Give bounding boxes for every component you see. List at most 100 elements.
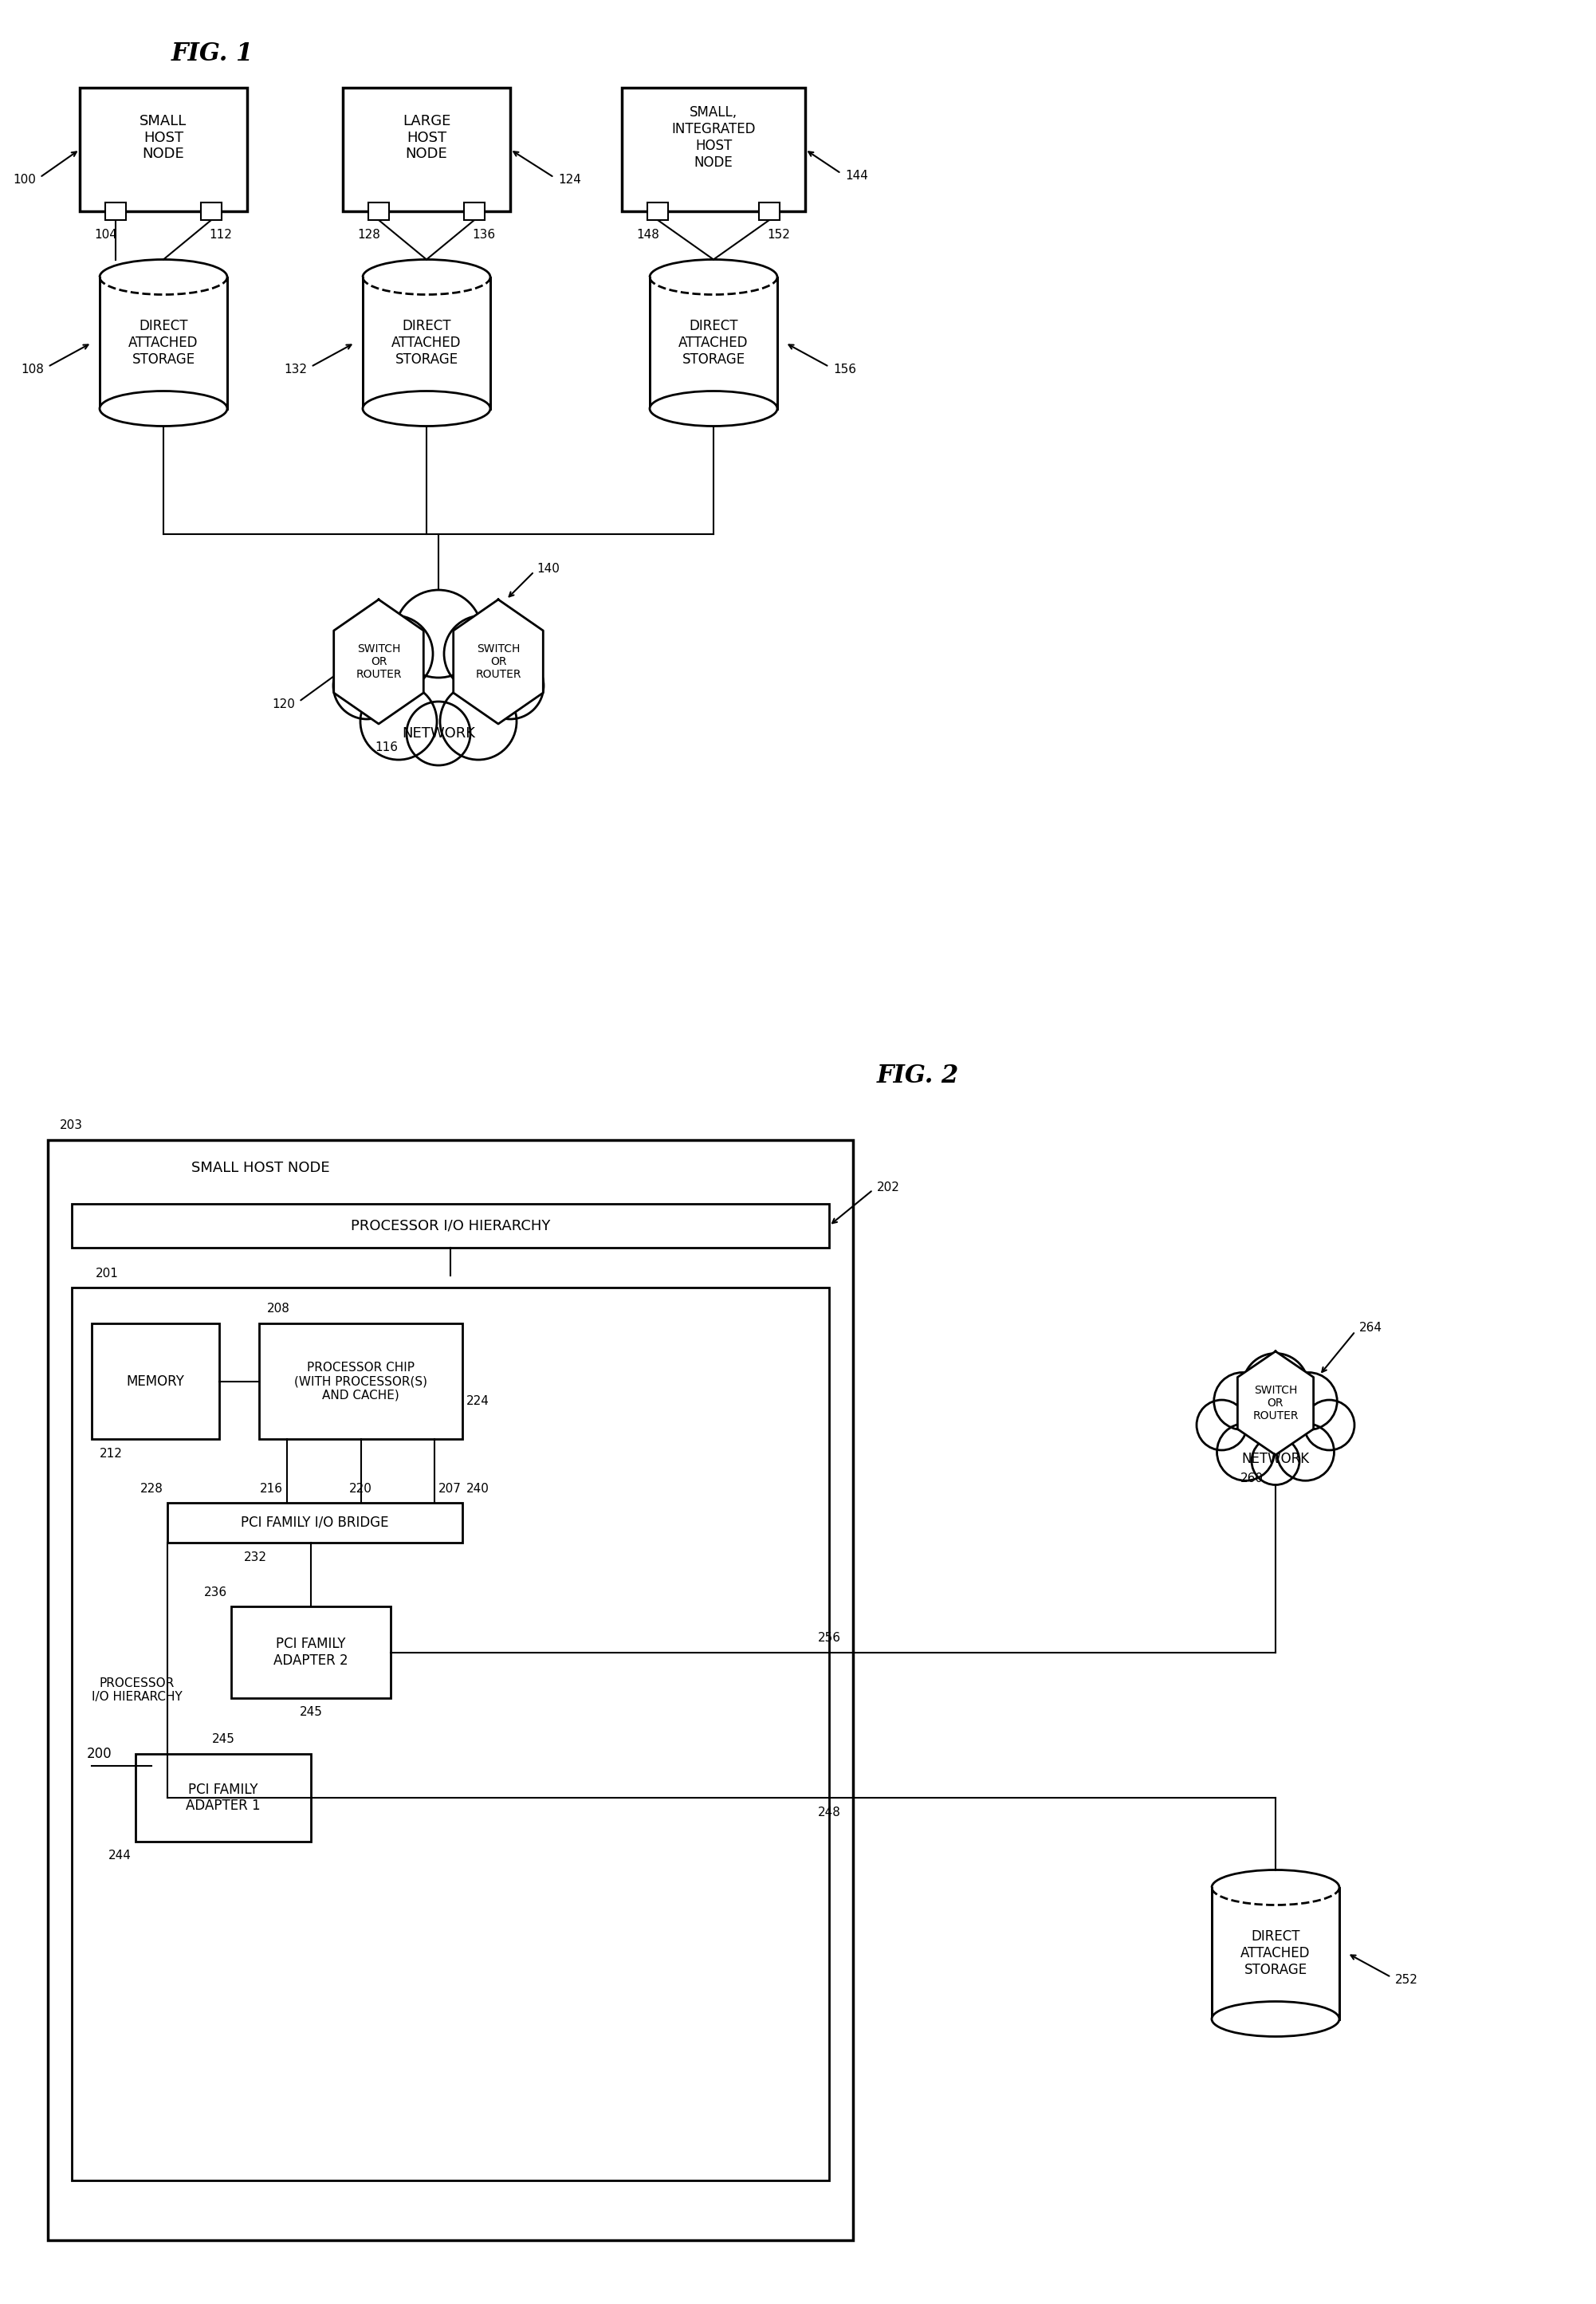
Text: 104: 104 <box>94 228 118 240</box>
Text: PCI FAMILY I/O BRIDGE: PCI FAMILY I/O BRIDGE <box>241 1516 389 1530</box>
Text: DIRECT
ATTACHED
STORAGE: DIRECT ATTACHED STORAGE <box>391 318 461 366</box>
Text: FIG. 1: FIG. 1 <box>171 41 254 67</box>
Bar <box>91 1322 219 1440</box>
Text: SMALL HOST NODE: SMALL HOST NODE <box>192 1161 330 1175</box>
Circle shape <box>1197 1401 1246 1449</box>
Text: SWITCH
OR
ROUTER: SWITCH OR ROUTER <box>1253 1385 1299 1422</box>
Bar <box>72 1203 828 1249</box>
Text: 108: 108 <box>21 364 43 376</box>
Text: 236: 236 <box>204 1585 227 1599</box>
Polygon shape <box>1237 1352 1314 1454</box>
Bar <box>650 276 777 408</box>
Text: SWITCH
OR
ROUTER: SWITCH OR ROUTER <box>356 643 402 680</box>
Bar <box>760 203 780 221</box>
Text: NETWORK: NETWORK <box>402 726 476 740</box>
Circle shape <box>1277 1424 1334 1481</box>
Text: DIRECT
ATTACHED
STORAGE: DIRECT ATTACHED STORAGE <box>129 318 198 366</box>
Text: 232: 232 <box>244 1551 267 1562</box>
Text: 136: 136 <box>472 228 495 240</box>
Text: NETWORK: NETWORK <box>1242 1452 1309 1465</box>
Text: 140: 140 <box>536 562 560 576</box>
Bar <box>99 276 227 408</box>
Text: 260: 260 <box>1240 1472 1262 1484</box>
Ellipse shape <box>362 392 490 426</box>
Ellipse shape <box>1211 2002 1339 2037</box>
Bar <box>168 1502 463 1544</box>
Circle shape <box>477 652 544 719</box>
Circle shape <box>334 652 401 719</box>
Bar <box>622 88 804 212</box>
Text: 228: 228 <box>140 1481 163 1495</box>
Bar <box>1211 1887 1339 2018</box>
Text: 148: 148 <box>637 228 659 240</box>
Text: 200: 200 <box>88 1746 112 1760</box>
Circle shape <box>394 590 482 677</box>
Bar <box>648 203 669 221</box>
Bar <box>369 203 389 221</box>
Text: 256: 256 <box>817 1631 841 1643</box>
Text: 144: 144 <box>844 170 868 182</box>
Circle shape <box>440 684 517 760</box>
Text: 201: 201 <box>96 1267 118 1279</box>
Bar <box>259 1322 463 1440</box>
Circle shape <box>444 615 520 691</box>
Ellipse shape <box>650 392 777 426</box>
Text: PROCESSOR I/O HIERARCHY: PROCESSOR I/O HIERARCHY <box>351 1219 551 1233</box>
Text: 245: 245 <box>212 1733 235 1746</box>
Polygon shape <box>334 599 423 723</box>
Text: PCI FAMILY
ADAPTER 1: PCI FAMILY ADAPTER 1 <box>185 1783 260 1813</box>
Text: 252: 252 <box>1395 1975 1419 1986</box>
Circle shape <box>356 615 433 691</box>
Text: 128: 128 <box>358 228 380 240</box>
Text: LARGE
HOST
NODE: LARGE HOST NODE <box>402 113 450 161</box>
Text: DIRECT
ATTACHED
STORAGE: DIRECT ATTACHED STORAGE <box>1240 1928 1310 1977</box>
Text: FIG. 2: FIG. 2 <box>876 1064 959 1087</box>
Text: PCI FAMILY
ADAPTER 2: PCI FAMILY ADAPTER 2 <box>273 1636 348 1668</box>
Text: 240: 240 <box>466 1481 490 1495</box>
Text: MEMORY: MEMORY <box>126 1373 185 1389</box>
Text: 264: 264 <box>1360 1322 1382 1334</box>
Circle shape <box>1243 1352 1309 1419</box>
Polygon shape <box>453 599 543 723</box>
Circle shape <box>361 684 437 760</box>
Bar <box>136 1753 311 1841</box>
Circle shape <box>1251 1438 1299 1484</box>
Text: 132: 132 <box>284 364 306 376</box>
Text: 203: 203 <box>59 1120 83 1131</box>
Text: PROCESSOR CHIP
(WITH PROCESSOR(S)
AND CACHE): PROCESSOR CHIP (WITH PROCESSOR(S) AND CA… <box>294 1362 428 1401</box>
Text: 220: 220 <box>350 1481 372 1495</box>
Bar <box>343 88 511 212</box>
Text: 245: 245 <box>300 1707 322 1719</box>
Text: PROCESSOR
I/O HIERARCHY: PROCESSOR I/O HIERARCHY <box>91 1677 182 1703</box>
Text: 152: 152 <box>768 228 790 240</box>
Text: 112: 112 <box>209 228 233 240</box>
Bar <box>201 203 222 221</box>
Text: 248: 248 <box>817 1806 841 1818</box>
Text: 244: 244 <box>109 1850 131 1862</box>
Bar <box>231 1606 391 1698</box>
Text: 124: 124 <box>559 173 581 187</box>
Bar <box>105 203 126 221</box>
Circle shape <box>1304 1401 1355 1449</box>
Text: 120: 120 <box>271 698 295 710</box>
Text: DIRECT
ATTACHED
STORAGE: DIRECT ATTACHED STORAGE <box>678 318 749 366</box>
Bar <box>362 276 490 408</box>
Circle shape <box>1280 1373 1337 1431</box>
Text: 207: 207 <box>439 1481 461 1495</box>
Text: 224: 224 <box>466 1396 490 1408</box>
Bar <box>72 1288 828 2180</box>
Text: 116: 116 <box>375 742 399 753</box>
Ellipse shape <box>99 392 227 426</box>
Text: SWITCH
OR
ROUTER: SWITCH OR ROUTER <box>476 643 522 680</box>
Text: 208: 208 <box>267 1304 290 1316</box>
Circle shape <box>407 700 471 765</box>
Bar <box>464 203 485 221</box>
Text: 202: 202 <box>876 1182 900 1193</box>
Text: 100: 100 <box>13 173 35 187</box>
Text: 156: 156 <box>833 364 855 376</box>
Circle shape <box>1216 1424 1274 1481</box>
Text: SMALL
HOST
NODE: SMALL HOST NODE <box>140 113 187 161</box>
Circle shape <box>1215 1373 1272 1431</box>
Bar <box>80 88 247 212</box>
Text: SMALL,
INTEGRATED
HOST
NODE: SMALL, INTEGRATED HOST NODE <box>672 106 755 170</box>
